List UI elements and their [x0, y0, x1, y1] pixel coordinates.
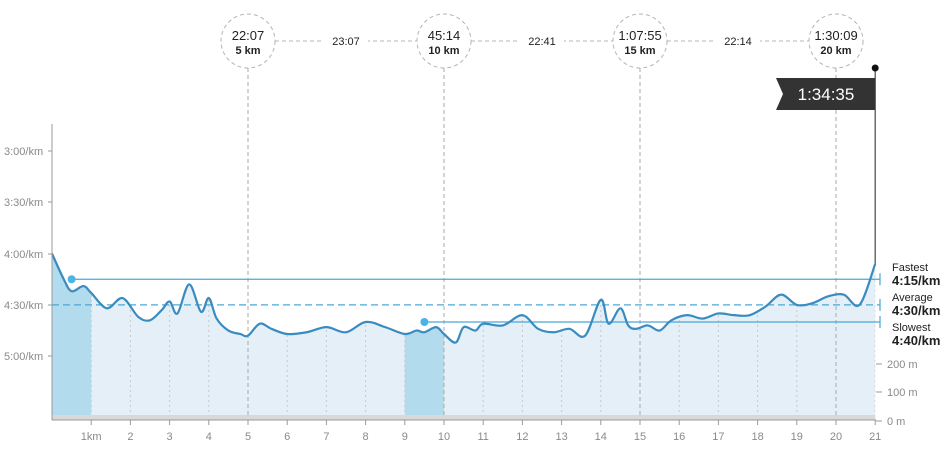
- pace-area: [52, 253, 876, 420]
- average-label: Average: [892, 292, 933, 304]
- y-tick-label: 4:00/km: [4, 249, 43, 261]
- elevation-tick-label: 200 m: [887, 359, 918, 371]
- x-tick-label: 10: [438, 431, 450, 443]
- highlight-band-km-1: [52, 253, 92, 420]
- pace-line-path: [51, 253, 877, 344]
- x-tick-label: 6: [284, 431, 290, 443]
- x-tick-label: 11: [477, 431, 488, 443]
- x-tick-label: 19: [791, 431, 803, 443]
- finish-flag: 1:34:35: [776, 64, 879, 264]
- x-tick-label: 16: [673, 431, 685, 443]
- finish-time: 1:34:35: [798, 85, 855, 104]
- average-value: 4:30/km: [892, 303, 940, 318]
- fastest-value: 4:15/km: [892, 273, 940, 288]
- split-distance: 15 km: [624, 45, 655, 57]
- y-tick-label: 5:00/km: [4, 351, 43, 363]
- slowest-value: 4:40/km: [892, 333, 940, 348]
- split-circle-20: [808, 13, 864, 69]
- elevation-tick-label: 100 m: [887, 387, 918, 399]
- split-distance: 20 km: [820, 45, 851, 57]
- highlight-band-km-10: [404, 253, 444, 420]
- x-tick-label: 4: [206, 431, 212, 443]
- x-tick-label: 2: [127, 431, 133, 443]
- segment-time: 23:07: [332, 36, 360, 48]
- split-markers: 22:07 5 km 23:07 45:14 10 km 22:41 1:07:55 15 k…: [220, 13, 864, 69]
- split-distance: 5 km: [235, 45, 260, 57]
- segment-time: 22:41: [528, 36, 556, 48]
- x-tick-label: 18: [751, 431, 763, 443]
- fastest-marker: [67, 275, 76, 284]
- y-tick-label: 4:30/km: [4, 300, 43, 312]
- x-tick-label: 8: [363, 431, 369, 443]
- split-time: 45:14: [428, 28, 461, 43]
- segment-bg: [520, 32, 564, 48]
- split-time: 22:07: [232, 28, 265, 43]
- y-tick-label: 3:00/km: [4, 146, 43, 158]
- x-tick-label: 9: [402, 431, 408, 443]
- x-tick-label: 1km: [81, 431, 102, 443]
- slowest-marker: [420, 318, 429, 326]
- segment-bg: [324, 32, 368, 48]
- slowest-label: Slowest: [892, 322, 931, 334]
- x-tick-label: 13: [555, 431, 567, 443]
- y-tick-label: 3:30/km: [4, 197, 43, 209]
- x-tick-label: 12: [516, 431, 528, 443]
- elevation-profile: [52, 415, 876, 420]
- finish-flag-shape: [776, 78, 876, 110]
- reference-lines: [52, 273, 881, 328]
- x-tick-label: 3: [167, 431, 173, 443]
- x-tick-label: 20: [830, 431, 842, 443]
- segment-bg: [716, 32, 760, 48]
- finish-pole-dot: [871, 64, 879, 72]
- x-tick-label: 21: [869, 431, 881, 443]
- fastest-label: Fastest: [892, 262, 928, 274]
- x-tick-label: 7: [323, 431, 329, 443]
- split-time: 1:30:09: [814, 28, 857, 43]
- x-tick-label: 15: [634, 431, 646, 443]
- segment-time: 22:14: [724, 36, 752, 48]
- split-distance: 10 km: [428, 45, 459, 57]
- pace-area-fill: [52, 253, 876, 420]
- split-time: 1:07:55: [618, 28, 661, 43]
- elevation-band: [52, 415, 876, 420]
- elevation-tick-label: 0 m: [887, 416, 905, 428]
- x-tick-label: 5: [245, 431, 251, 443]
- x-tick-label: 14: [595, 431, 607, 443]
- x-tick-label: 17: [712, 431, 724, 443]
- pace-line: [51, 253, 877, 344]
